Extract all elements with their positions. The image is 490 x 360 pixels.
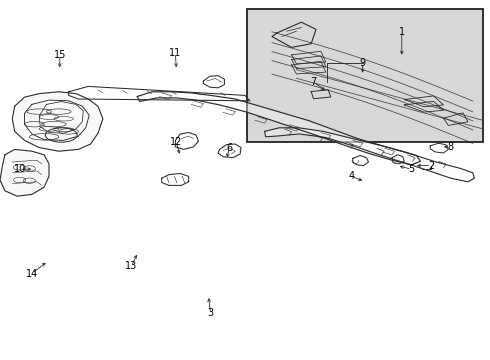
Text: 15: 15 bbox=[53, 50, 66, 60]
Text: 3: 3 bbox=[208, 308, 214, 318]
Text: 4: 4 bbox=[349, 171, 355, 181]
Text: 2: 2 bbox=[428, 161, 434, 171]
Polygon shape bbox=[137, 92, 420, 165]
Bar bbox=[247, 9, 483, 142]
Polygon shape bbox=[0, 149, 49, 196]
Text: 12: 12 bbox=[170, 137, 183, 147]
Text: 7: 7 bbox=[311, 77, 317, 87]
Polygon shape bbox=[265, 128, 474, 182]
Text: 6: 6 bbox=[226, 143, 232, 153]
Polygon shape bbox=[12, 92, 103, 151]
Text: 13: 13 bbox=[125, 261, 137, 271]
Text: 8: 8 bbox=[448, 142, 454, 152]
Text: 9: 9 bbox=[360, 58, 366, 68]
Text: 10: 10 bbox=[14, 164, 25, 174]
Text: 1: 1 bbox=[399, 27, 405, 37]
Text: 11: 11 bbox=[170, 48, 181, 58]
Text: 5: 5 bbox=[409, 164, 415, 174]
Text: 14: 14 bbox=[26, 269, 38, 279]
